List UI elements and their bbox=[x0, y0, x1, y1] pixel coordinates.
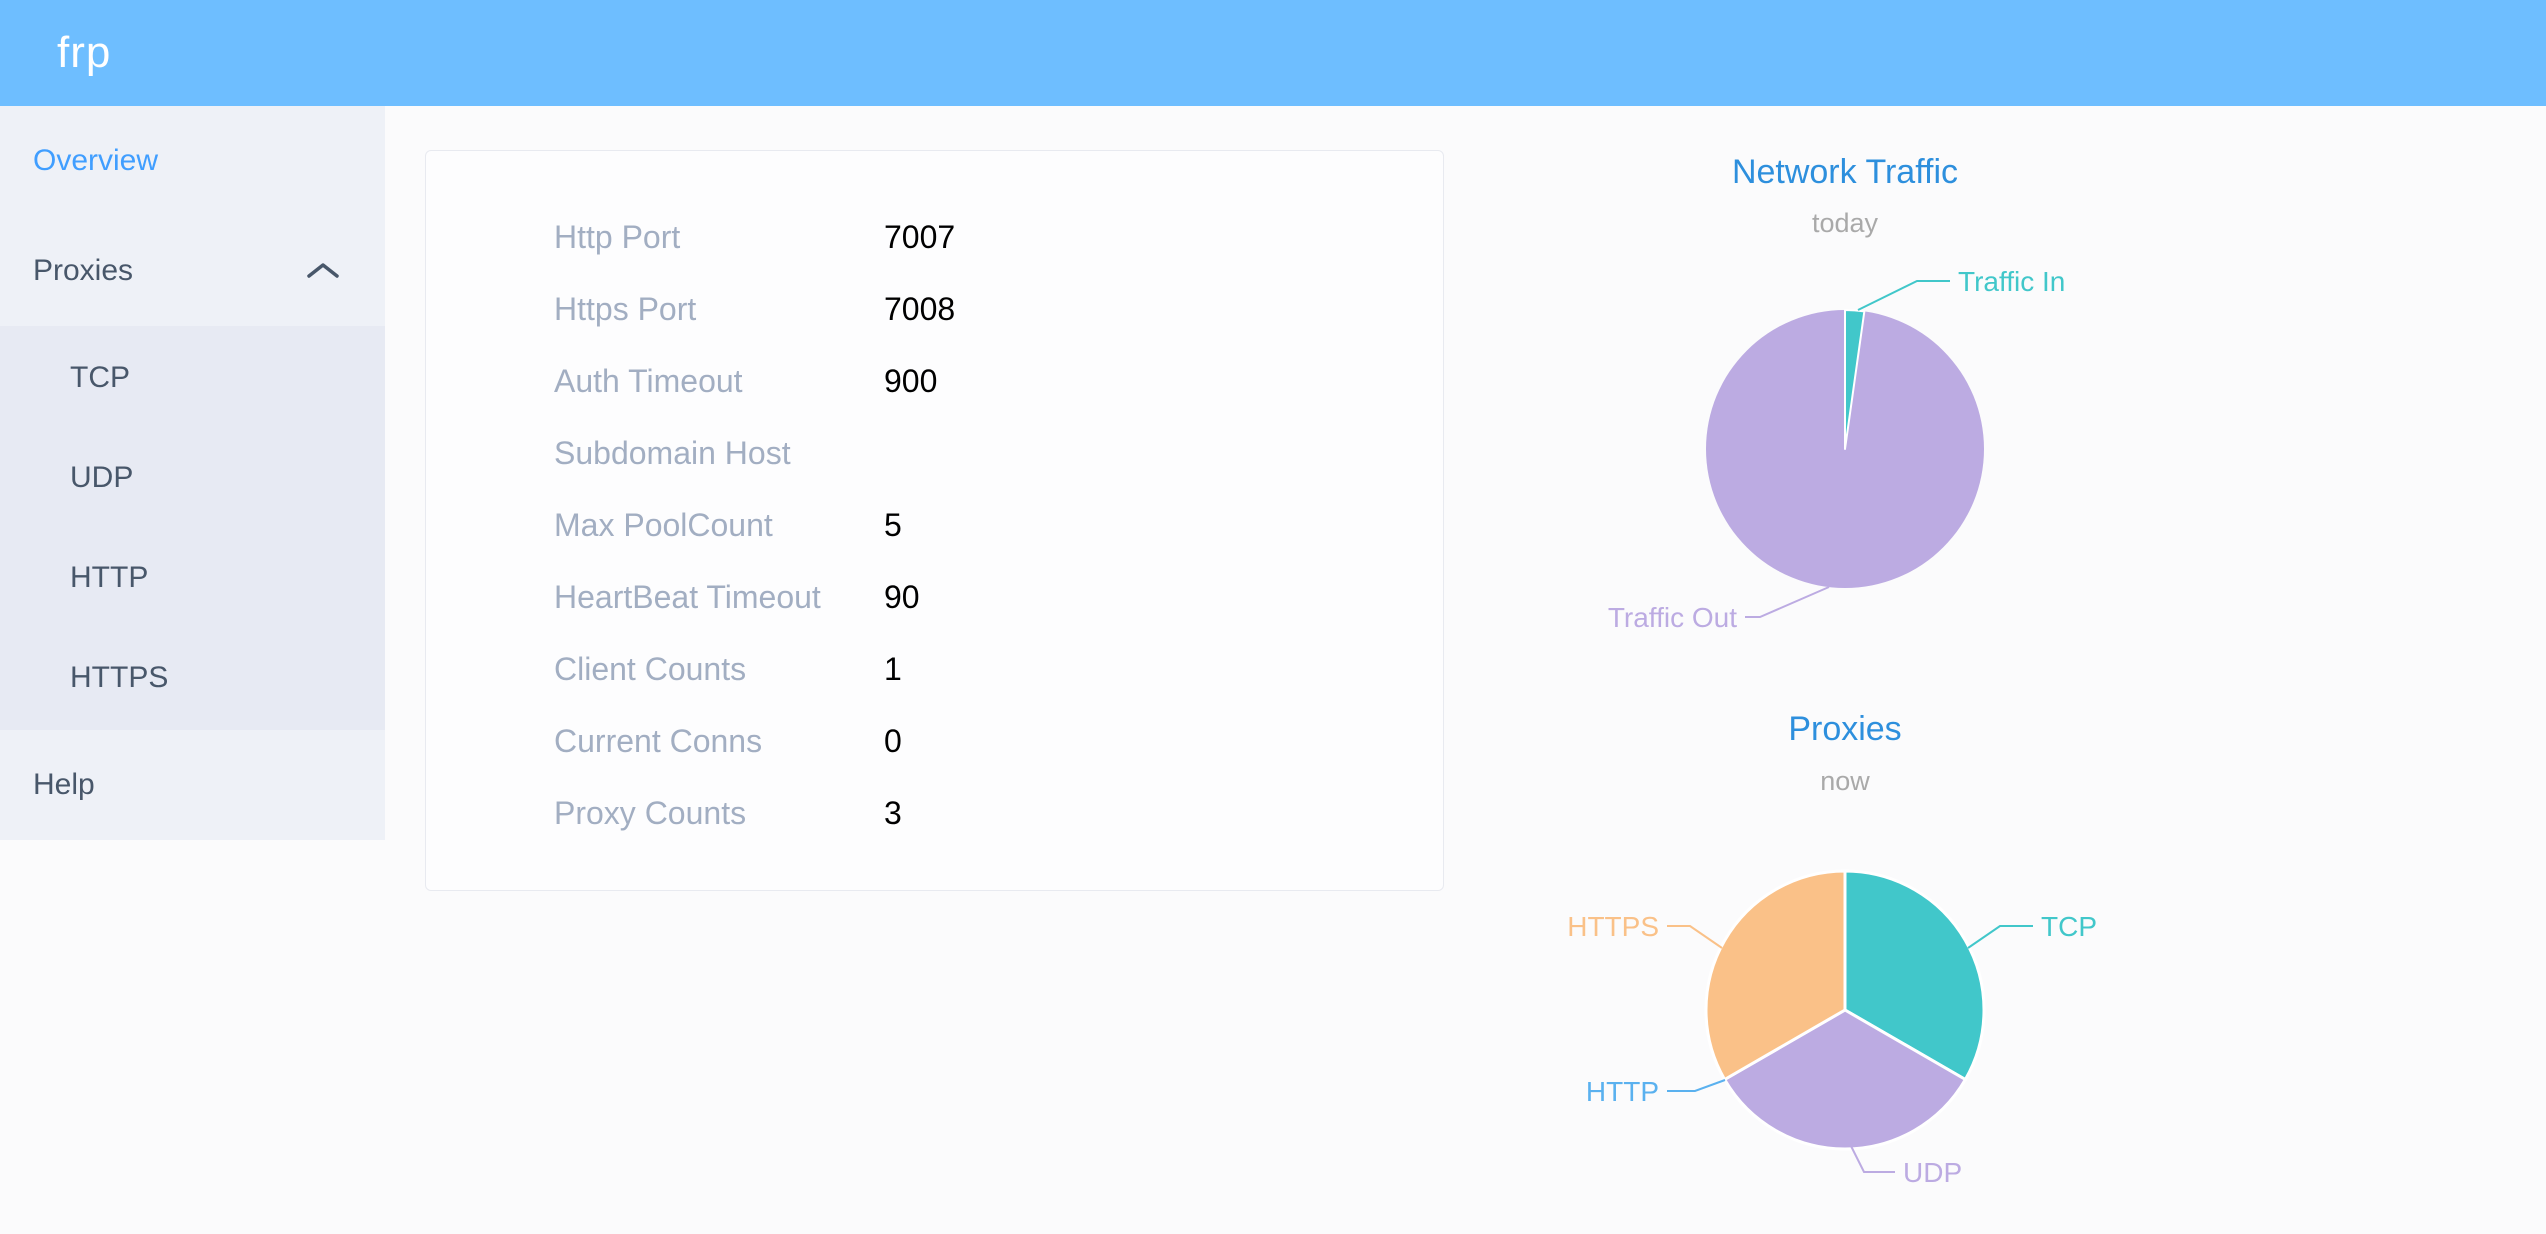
info-label: Client Counts bbox=[554, 650, 747, 687]
sidebar-item-overview[interactable]: Overview bbox=[33, 144, 159, 177]
info-value: 1 bbox=[884, 650, 902, 687]
udp-label-line bbox=[1850, 1145, 1895, 1173]
http-label-line bbox=[1667, 1079, 1726, 1092]
server-info-row: Https Port 7008 bbox=[426, 273, 1443, 345]
proxies-pie-chart: TCP HTTPS HTTP UDP bbox=[1567, 869, 2097, 1188]
server-info-row: Auth Timeout 900 bbox=[426, 345, 1443, 417]
network-traffic-title: Network Traffic bbox=[1731, 153, 1959, 191]
network-traffic-subtitle: today bbox=[1811, 208, 1879, 238]
info-value: 0 bbox=[884, 722, 902, 759]
traffic-in-label: Traffic In bbox=[1958, 266, 2065, 297]
network-traffic-pie-chart: Traffic In Traffic Out bbox=[1608, 266, 2066, 633]
sidebar-submenu-proxies: TCP UDP HTTP HTTPS bbox=[0, 326, 385, 730]
info-label: Http Port bbox=[554, 218, 681, 255]
info-value: 900 bbox=[884, 362, 938, 399]
tcp-label: TCP bbox=[2041, 911, 2097, 942]
server-info-row: Proxy Counts 3 bbox=[426, 777, 1443, 849]
sidebar-item-proxies-label: Proxies bbox=[33, 254, 134, 287]
server-info-row: Client Counts 1 bbox=[426, 633, 1443, 705]
https-label-line bbox=[1667, 925, 1723, 949]
sidebar-item-udp[interactable]: UDP bbox=[70, 461, 134, 494]
http-label: HTTP bbox=[1586, 1076, 1659, 1107]
info-label: Current Conns bbox=[554, 722, 763, 759]
info-label: Auth Timeout bbox=[554, 362, 743, 399]
server-info-row: Http Port 7007 bbox=[426, 201, 1443, 273]
info-label: Max PoolCount bbox=[554, 506, 773, 543]
info-label: Subdomain Host bbox=[554, 434, 791, 471]
info-label: Https Port bbox=[554, 290, 697, 327]
traffic-in-label-line bbox=[1857, 280, 1950, 311]
info-value: 5 bbox=[884, 506, 902, 543]
info-value: 3 bbox=[884, 794, 902, 831]
https-slice[interactable] bbox=[1704, 869, 1847, 1081]
server-info-row: Max PoolCount 5 bbox=[426, 489, 1443, 561]
tcp-label-line bbox=[1967, 925, 2033, 949]
sidebar: Overview Proxies TCP UDP HTTP HTTPS Help bbox=[0, 106, 385, 840]
traffic-in-slice[interactable] bbox=[1844, 308, 1866, 450]
server-info-row: Subdomain Host bbox=[426, 417, 1443, 489]
traffic-out-label-line bbox=[1745, 586, 1830, 618]
server-info-row: HeartBeat Timeout 90 bbox=[426, 561, 1443, 633]
traffic-out-label: Traffic Out bbox=[1608, 602, 1737, 633]
sidebar-item-http[interactable]: HTTP bbox=[70, 561, 149, 594]
proxies-title: Proxies bbox=[1788, 710, 1902, 748]
server-info-row: Current Conns 0 bbox=[426, 705, 1443, 777]
app-logo: frp bbox=[57, 28, 112, 77]
sidebar-item-proxies[interactable]: Proxies bbox=[0, 216, 385, 326]
info-value: 90 bbox=[884, 578, 920, 615]
tcp-slice[interactable] bbox=[1843, 869, 1986, 1081]
server-info-card: Http Port 7007 Https Port 7008 Auth Time… bbox=[425, 150, 1444, 891]
sidebar-item-tcp[interactable]: TCP bbox=[70, 361, 130, 394]
info-label: Proxy Counts bbox=[554, 794, 747, 831]
info-value: 7008 bbox=[884, 290, 956, 327]
proxies-subtitle: now bbox=[1820, 766, 1870, 796]
app-header: frp bbox=[0, 0, 2546, 106]
https-label: HTTPS bbox=[1567, 911, 1659, 942]
sidebar-item-help[interactable]: Help bbox=[33, 768, 95, 801]
info-value: 7007 bbox=[884, 218, 956, 255]
udp-label: UDP bbox=[1903, 1157, 1962, 1188]
chevron-up-icon bbox=[307, 263, 339, 278]
sidebar-item-https[interactable]: HTTPS bbox=[70, 661, 169, 694]
info-label: HeartBeat Timeout bbox=[554, 578, 821, 615]
